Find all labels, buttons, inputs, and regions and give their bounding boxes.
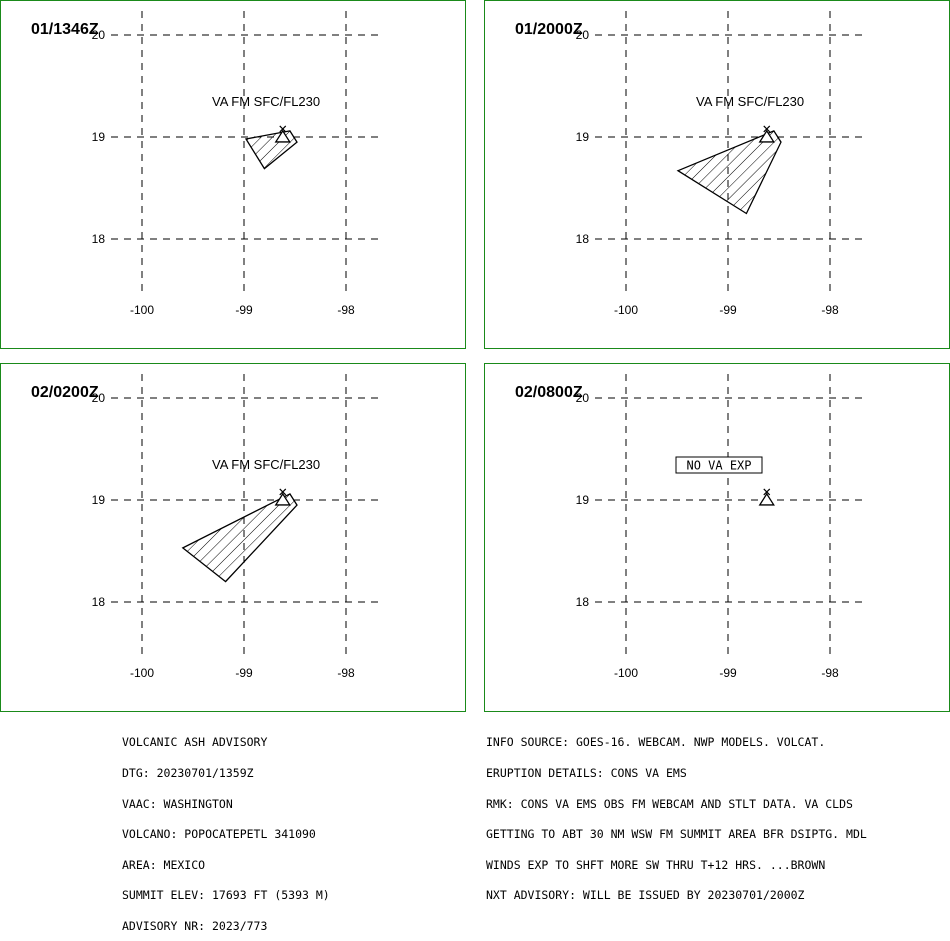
ash-cloud-polygon [244, 130, 298, 170]
advisory-line: DTG: 20230701/1359Z [122, 766, 254, 781]
ash-cloud-polygon [181, 493, 298, 583]
latitude-tick-label: 20 [92, 391, 106, 405]
ash-altitude-label: VA FM SFC/FL230 [212, 457, 320, 472]
advisory-line: VOLCANIC ASH ADVISORY [122, 735, 268, 750]
longitude-tick-label: -98 [337, 303, 355, 317]
advisory-line: INFO SOURCE: GOES-16. WEBCAM. NWP MODELS… [486, 735, 826, 750]
longitude-tick-label: -99 [235, 666, 253, 680]
volcano-cone [758, 129, 775, 143]
ash-altitude-label: VA FM SFC/FL230 [212, 94, 320, 109]
map-panel-2: -100 -99 -98 18 19 20 VA FM SFC/FL230 01/2000Z [484, 0, 950, 349]
volcano-icon [274, 125, 291, 143]
map-canvas: -100 -99 -98 18 19 20 NO VA EXP [576, 374, 865, 680]
latitude-tick-label: 20 [576, 391, 590, 405]
volcano-plume-stroke [279, 488, 287, 496]
latitude-tick-label: 20 [576, 28, 590, 42]
panel-valid-time: 01/2000Z [515, 21, 583, 38]
advisory-line: NXT ADVISORY: WILL BE ISSUED BY 20230701… [486, 888, 805, 903]
latitude-tick-label: 19 [576, 493, 590, 507]
latitude-tick-label: 20 [92, 28, 106, 42]
volcano-icon [274, 488, 291, 506]
advisory-line: ADVISORY NR: 2023/773 [122, 919, 268, 934]
map-panel-3: -100 -99 -98 18 19 20 VA FM SFC/FL230 02/0200Z [0, 363, 466, 712]
latitude-tick-label: 19 [92, 493, 106, 507]
volcano-icon [758, 488, 775, 506]
advisory-line: WINDS EXP TO SHFT MORE SW THRU T+12 HRS.… [486, 857, 826, 872]
no-ash-expected-label: NO VA EXP [686, 459, 751, 473]
longitude-tick-label: -100 [130, 666, 154, 680]
advisory-line: RMK: CONS VA EMS OBS FM WEBCAM AND STLT … [486, 796, 853, 811]
volcano-cone [274, 492, 291, 506]
ash-cloud-polygon [676, 130, 782, 215]
volcano-plume-stroke [763, 488, 771, 496]
longitude-tick-label: -98 [821, 666, 839, 680]
latitude-tick-label: 18 [576, 595, 590, 609]
map-canvas: -100 -99 -98 18 19 20 VA FM SFC/FL230 [92, 374, 381, 680]
latitude-tick-label: 18 [576, 232, 590, 246]
advisory-line: AREA: MEXICO [122, 857, 206, 872]
longitude-tick-label: -99 [719, 666, 737, 680]
longitude-tick-label: -100 [130, 303, 154, 317]
advisory-line: VAAC: WASHINGTON [122, 796, 233, 811]
longitude-tick-label: -100 [614, 303, 638, 317]
volcano-plume-stroke [763, 125, 771, 133]
volcano-cone [758, 492, 775, 506]
longitude-tick-label: -99 [719, 303, 737, 317]
latitude-tick-label: 19 [92, 130, 106, 144]
volcano-icon [758, 125, 775, 143]
longitude-tick-label: -100 [614, 666, 638, 680]
volcano-cone [274, 129, 291, 143]
longitude-tick-label: -98 [337, 666, 355, 680]
map-panel-4: -100 -99 -98 18 19 20 NO VA EXP 02/0800Z [484, 363, 950, 712]
advisory-line: ERUPTION DETAILS: CONS VA EMS [486, 766, 687, 781]
panel-valid-time: 01/1346Z [31, 21, 99, 38]
advisory-header-block: VOLCANIC ASH ADVISORY DTG: 20230701/1359… [122, 717, 330, 941]
advisory-line: VOLCANO: POPOCATEPETL 341090 [122, 827, 316, 842]
longitude-tick-label: -98 [821, 303, 839, 317]
map-canvas: -100 -99 -98 18 19 20 VA FM SFC/FL230 [576, 11, 865, 317]
panel-valid-time: 02/0200Z [31, 384, 99, 401]
volcano-plume-stroke [279, 125, 287, 133]
latitude-tick-label: 18 [92, 595, 106, 609]
advisory-remarks-block: INFO SOURCE: GOES-16. WEBCAM. NWP MODELS… [486, 717, 867, 911]
map-canvas: -100 -99 -98 18 19 20 VA FM SFC/FL230 [92, 11, 381, 317]
map-panel-1: -100 -99 -98 18 19 20 VA FM SFC/FL230 01/1346Z [0, 0, 466, 349]
latitude-tick-label: 18 [92, 232, 106, 246]
panel-valid-time: 02/0800Z [515, 384, 583, 401]
latitude-tick-label: 19 [576, 130, 590, 144]
advisory-line: GETTING TO ABT 30 NM WSW FM SUMMIT AREA … [486, 827, 867, 842]
advisory-line: SUMMIT ELEV: 17693 FT (5393 M) [122, 888, 330, 903]
ash-altitude-label: VA FM SFC/FL230 [696, 94, 804, 109]
longitude-tick-label: -99 [235, 303, 253, 317]
no-ash-label-box [675, 456, 763, 474]
